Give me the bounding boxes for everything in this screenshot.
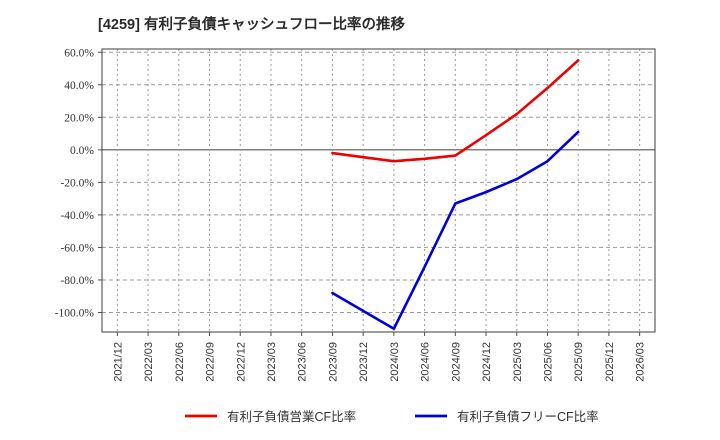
axes-group	[101, 48, 656, 333]
x-axis-tick-label: 2022/09	[205, 342, 217, 382]
y-axis-tick-label: -100.0%	[55, 307, 95, 319]
legend-label-2: 有利子負債フリーCF比率	[457, 409, 599, 424]
legend-label-1: 有利子負債営業CF比率	[227, 409, 356, 424]
x-axis-tick-label: 2025/12	[604, 342, 616, 382]
x-axis-tick-label: 2025/03	[512, 342, 524, 382]
plot-frame	[101, 48, 656, 333]
y-axis-tick-label: 60.0%	[64, 47, 94, 59]
x-axis-ticks: 2021/12 2022/03 2022/06 2022/09 2022/12 2023/…	[112, 342, 646, 382]
x-axis-tick-label: 2022/12	[235, 342, 247, 382]
series-group	[331, 59, 580, 331]
y-axis-tick-label: 0.0%	[70, 145, 94, 157]
x-axis-tick-label: 2025/09	[573, 342, 585, 382]
x-axis-tick-label: 2022/06	[174, 342, 186, 382]
y-axis-tick-label: 20.0%	[64, 112, 94, 124]
x-axis-tick-label: 2023/03	[266, 342, 278, 382]
x-axis-tick-label: 2024/06	[420, 342, 432, 382]
y-axis-tick-label: 40.0%	[64, 80, 94, 92]
x-axis-tick-label: 2024/12	[481, 342, 493, 382]
y-axis-tick-label: -60.0%	[60, 242, 94, 254]
series-line-2	[331, 130, 580, 331]
x-axis-tick-label: 2024/03	[389, 342, 401, 382]
y-axis-tick-label: -40.0%	[60, 210, 94, 222]
x-axis-tick-label: 2023/06	[297, 342, 309, 382]
x-axis-tick-label: 2024/09	[450, 342, 462, 382]
y-axis-tick-label: -20.0%	[60, 177, 94, 189]
series-line-1	[331, 59, 580, 163]
chart-title: [4259] 有利子負債キャッシュフロー比率の推移	[98, 17, 405, 33]
chart-legend: 有利子負債営業CF比率 有利子負債フリーCF比率	[185, 409, 599, 424]
x-axis-tick-label: 2021/12	[112, 342, 124, 382]
y-axis-tick-label: -80.0%	[60, 275, 94, 287]
x-axis-tick-label: 2023/09	[327, 342, 339, 382]
x-axis-tick-label: 2022/03	[143, 342, 155, 382]
x-axis-tick-label: 2023/12	[358, 342, 370, 382]
x-axis-tick-label: 2026/03	[635, 342, 647, 382]
gridlines-group	[98, 49, 655, 336]
y-axis-ticks: 60.0% 40.0% 20.0% 0.0% -20.0% -40.0% -60.0% -80…	[55, 47, 95, 319]
x-axis-tick-label: 2025/06	[542, 342, 554, 382]
